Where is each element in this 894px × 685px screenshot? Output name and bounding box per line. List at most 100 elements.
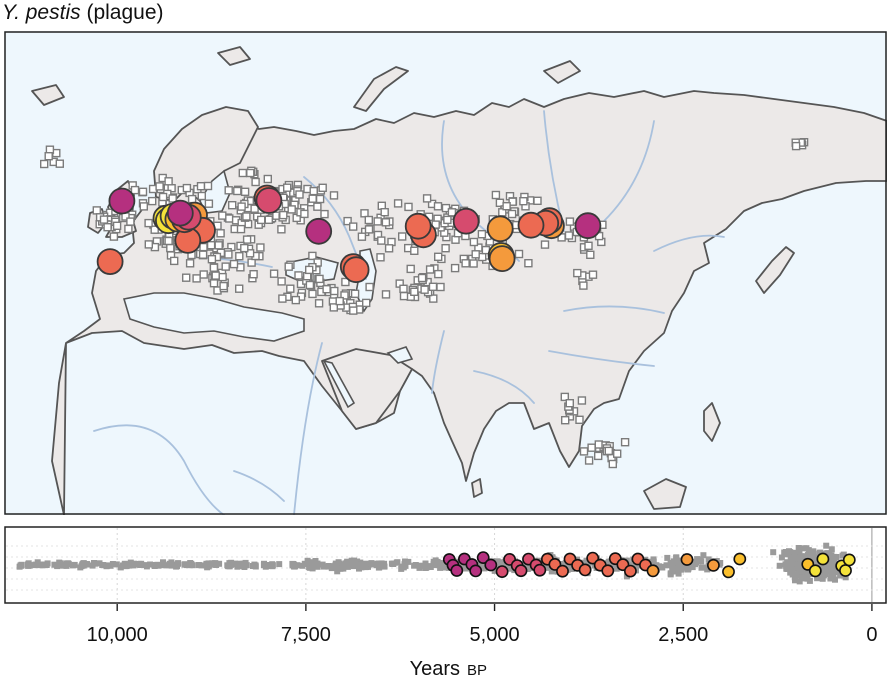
sample-site-square: [315, 274, 324, 284]
timeline-pathogen-circle: [722, 565, 735, 579]
timeline-sample-square: [650, 556, 657, 563]
timeline-sample-square: [328, 565, 335, 572]
timeline-sample-square: [675, 570, 682, 577]
timeline-sample-square: [439, 562, 446, 569]
timeline-sample-square: [705, 556, 712, 563]
sample-site-square: [560, 392, 569, 402]
timeline-sample-square: [797, 568, 804, 575]
timeline-sample-square: [559, 561, 566, 567]
axis-tick-label: 10,000: [87, 624, 148, 646]
timeline-sample-square: [175, 560, 182, 567]
sample-site-square: [305, 265, 314, 275]
timeline-sample-square: [57, 562, 64, 569]
timeline-sample-square: [786, 560, 793, 567]
timeline-pathogen-circle: [839, 564, 852, 577]
sample-site-square: [364, 215, 373, 225]
sample-site-square: [791, 141, 801, 151]
sample-site-square: [613, 449, 622, 458]
timeline-sample-square: [18, 562, 25, 569]
timeline-sample-square: [390, 561, 396, 567]
timeline-sample-square: [109, 561, 116, 567]
timeline-sample-square: [804, 575, 811, 582]
sample-site-square: [314, 299, 324, 308]
timeline-sample-square: [209, 561, 216, 568]
timeline-sample-square: [276, 561, 283, 568]
timeline-sample-square: [213, 562, 220, 568]
timeline-sample-square: [342, 560, 349, 567]
sample-site-square: [203, 181, 213, 191]
sample-site-square: [364, 225, 374, 234]
sample-site-square: [425, 265, 435, 274]
timeline-sample-square: [320, 563, 327, 570]
timeline-sample-square: [412, 562, 419, 568]
sample-site-square: [245, 249, 255, 258]
sample-site-square: [209, 263, 219, 272]
sample-site-square: [169, 256, 179, 266]
sample-site-square: [320, 209, 329, 219]
sample-site-square: [380, 207, 389, 217]
sample-site-square: [533, 196, 542, 206]
timeline-pathogen-circle: [707, 558, 720, 572]
sample-site-square: [406, 264, 415, 274]
sample-site-square: [166, 243, 175, 253]
sample-site-square: [300, 209, 309, 219]
sample-site-square: [393, 199, 403, 208]
timeline-sample-square: [266, 563, 273, 569]
axis-tick-label: 2,500: [658, 624, 708, 646]
sample-site-square: [225, 214, 234, 223]
sample-site-square: [343, 216, 352, 226]
sample-site-square: [471, 250, 480, 259]
timeline-sample-square: [225, 563, 232, 570]
sample-site-square: [376, 253, 385, 262]
timeline-sample-square: [349, 560, 356, 567]
timeline-sample-square: [30, 562, 37, 569]
sample-site-square: [240, 187, 250, 197]
sample-site-square: [227, 200, 237, 210]
sample-site-square: [469, 259, 478, 268]
sample-site-square: [44, 151, 53, 161]
timeline-sample-square: [432, 557, 439, 564]
sample-site-square: [318, 183, 327, 193]
sample-site-square: [308, 194, 317, 203]
sample-site-square: [256, 243, 265, 252]
timeline-sample-square: [299, 562, 306, 569]
sample-site-square: [519, 196, 528, 206]
timeline-sample-square: [122, 562, 129, 569]
axis-ticks: 10,000 7,500 5,000 2,500 0: [87, 604, 877, 646]
sample-site-square: [294, 271, 303, 280]
sample-site-square: [431, 220, 440, 229]
sample-site-square: [308, 289, 317, 299]
timeline-sample-square: [269, 562, 276, 569]
persian-gulf: [386, 346, 414, 364]
sample-site-square: [335, 296, 344, 306]
iceland-landmass: [31, 84, 65, 106]
timeline-sample-square: [568, 565, 575, 572]
timeline-sample-square: [306, 564, 313, 571]
timeline-sample-square: [231, 560, 238, 567]
timeline-sample-square: [53, 562, 60, 569]
timeline-sample-square: [790, 565, 797, 572]
timeline-sample-square: [583, 557, 590, 564]
timeline-sample-square: [358, 561, 365, 568]
timeline-sample-square: [89, 562, 96, 569]
timeline-sample-square: [797, 553, 804, 560]
sample-site-square: [309, 186, 318, 196]
sample-site-square: [277, 225, 286, 234]
timeline-sample-square: [822, 569, 829, 576]
timeline-sample-square: [787, 564, 794, 571]
sample-site-square: [103, 222, 112, 232]
sample-site-square: [410, 287, 419, 296]
timeline-sample-square: [195, 562, 202, 568]
pathogen-site-circle: [96, 248, 124, 276]
sample-site-square: [434, 269, 443, 279]
timeline-sample-square: [792, 555, 799, 562]
sample-site-square: [218, 272, 227, 282]
timeline-sample-square: [783, 551, 790, 558]
sample-site-square: [295, 190, 304, 199]
time-axis: 10,000 7,500 5,000 2,500 0 Years BP: [87, 604, 877, 680]
timeline-pathogen-circle: [624, 564, 637, 578]
timeline-sample-square: [685, 566, 691, 573]
timeline-pathogen-circle: [469, 564, 483, 578]
timeline-sample-square: [605, 558, 612, 565]
timeline-sample-square: [236, 560, 243, 567]
